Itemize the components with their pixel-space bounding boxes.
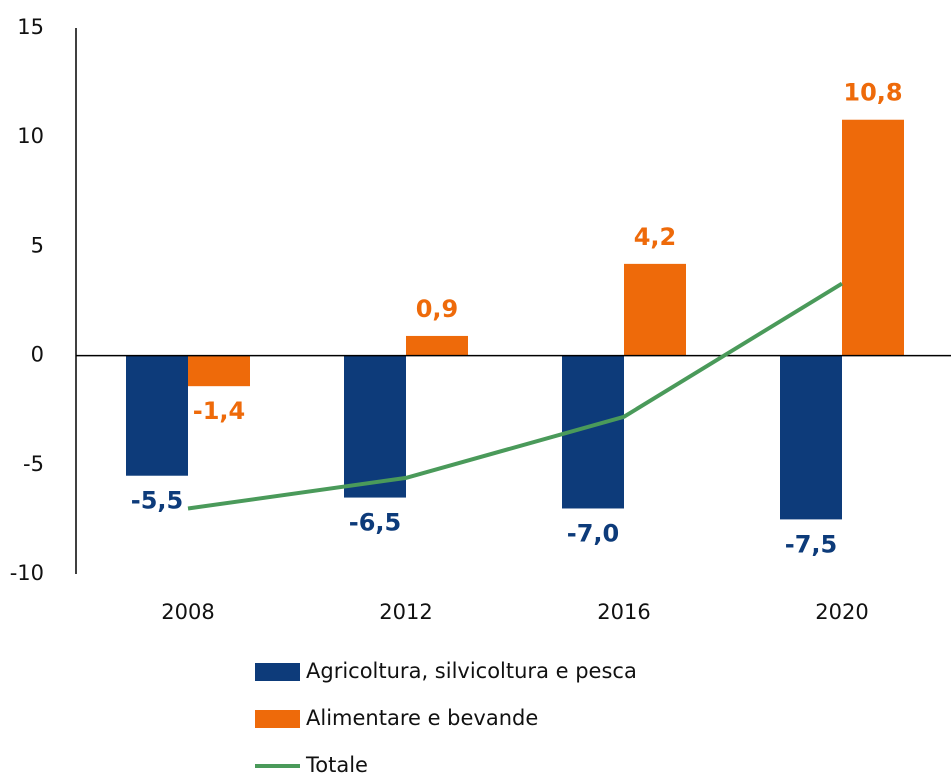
x-tick-label: 2012 <box>379 600 432 624</box>
x-tick-label: 2020 <box>815 600 868 624</box>
y-tick-label: 10 <box>17 124 44 148</box>
bar <box>188 355 250 387</box>
bar <box>842 119 904 356</box>
data-label: -1,4 <box>193 397 245 425</box>
x-tick-label: 2016 <box>597 600 650 624</box>
legend-label: Alimentare e bevande <box>306 706 538 730</box>
bar <box>624 263 686 356</box>
bar <box>126 355 188 476</box>
bar <box>780 355 842 520</box>
bar <box>344 355 406 498</box>
line <box>187 281 844 511</box>
data-label: -6,5 <box>349 509 401 537</box>
y-tick-label: -5 <box>23 452 44 476</box>
y-tick-label: -10 <box>10 561 44 585</box>
data-label: -7,0 <box>567 519 619 547</box>
y-tick-label: 15 <box>17 15 44 39</box>
y-tick-label: 5 <box>31 233 44 257</box>
bar <box>406 335 468 356</box>
data-label: -7,5 <box>785 530 837 558</box>
legend-marker <box>255 710 300 728</box>
legend-label: Totale <box>305 753 368 777</box>
data-label: 0,9 <box>416 295 459 323</box>
legend-label: Agricoltura, silvicoltura e pesca <box>306 659 637 683</box>
legend-marker <box>255 663 300 681</box>
data-label: -5,5 <box>131 487 183 515</box>
data-label: 4,2 <box>634 223 677 251</box>
x-tick-label: 2008 <box>161 600 214 624</box>
y-tick-label: 0 <box>31 343 44 367</box>
data-label: 10,8 <box>843 79 902 107</box>
